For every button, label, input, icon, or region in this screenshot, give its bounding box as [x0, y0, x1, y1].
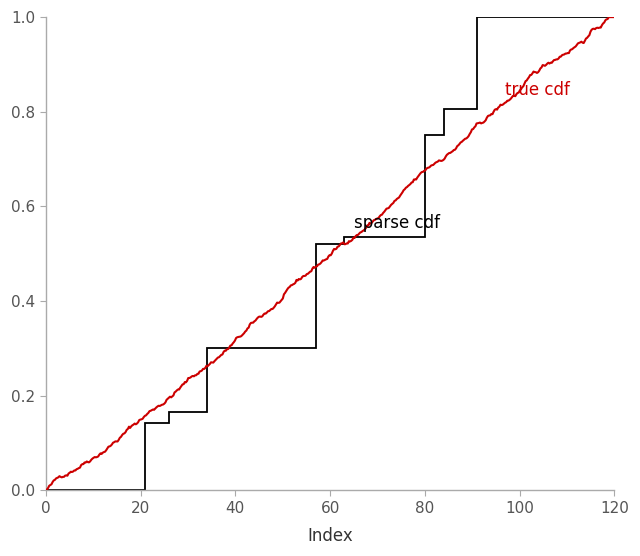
Text: sparse cdf: sparse cdf: [354, 214, 440, 232]
Text: true cdf: true cdf: [506, 81, 570, 99]
X-axis label: Index: Index: [307, 527, 353, 545]
